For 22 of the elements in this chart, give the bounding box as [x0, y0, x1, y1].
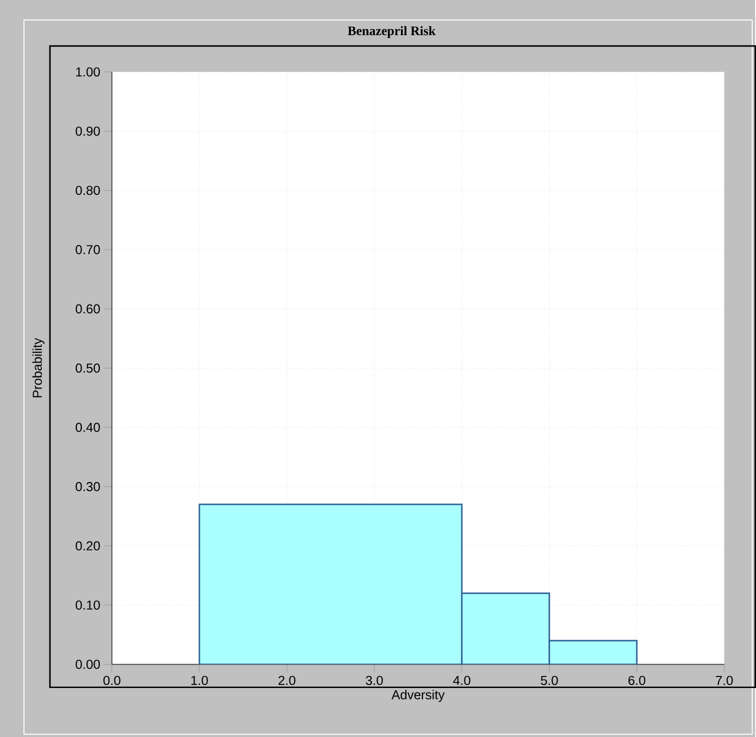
x-axis-title: Adversity	[392, 690, 445, 702]
y-tick-label: 1.00	[76, 67, 100, 76]
x-tick-label: 5.0	[540, 676, 558, 685]
y-tick-label: 0.80	[76, 186, 100, 195]
y-tick-label: 0.50	[76, 363, 100, 373]
x-tick-label: 1.0	[191, 676, 208, 685]
y-tick-label: 0.90	[76, 126, 100, 136]
y-tick-label: 0.20	[76, 541, 100, 550]
y-tick-label: 0.10	[76, 600, 100, 610]
x-tick-label: 2.0	[278, 676, 296, 685]
x-tick-label: 4.0	[453, 676, 470, 685]
chart-title: Benazepril Risk	[348, 26, 436, 38]
y-tick-label: 0.00	[76, 660, 100, 669]
x-tick-label: 3.0	[366, 676, 383, 685]
y-axis-title: Probability	[32, 338, 44, 398]
y-tick-label: 0.40	[76, 422, 100, 432]
x-tick-label: 0.0	[103, 676, 120, 685]
x-tick-label: 6.0	[628, 676, 646, 685]
y-tick-label: 0.60	[76, 304, 100, 314]
y-tick-label: 0.30	[76, 482, 100, 492]
x-tick-label: 7.0	[716, 676, 733, 685]
y-tick-label: 0.70	[76, 244, 100, 254]
